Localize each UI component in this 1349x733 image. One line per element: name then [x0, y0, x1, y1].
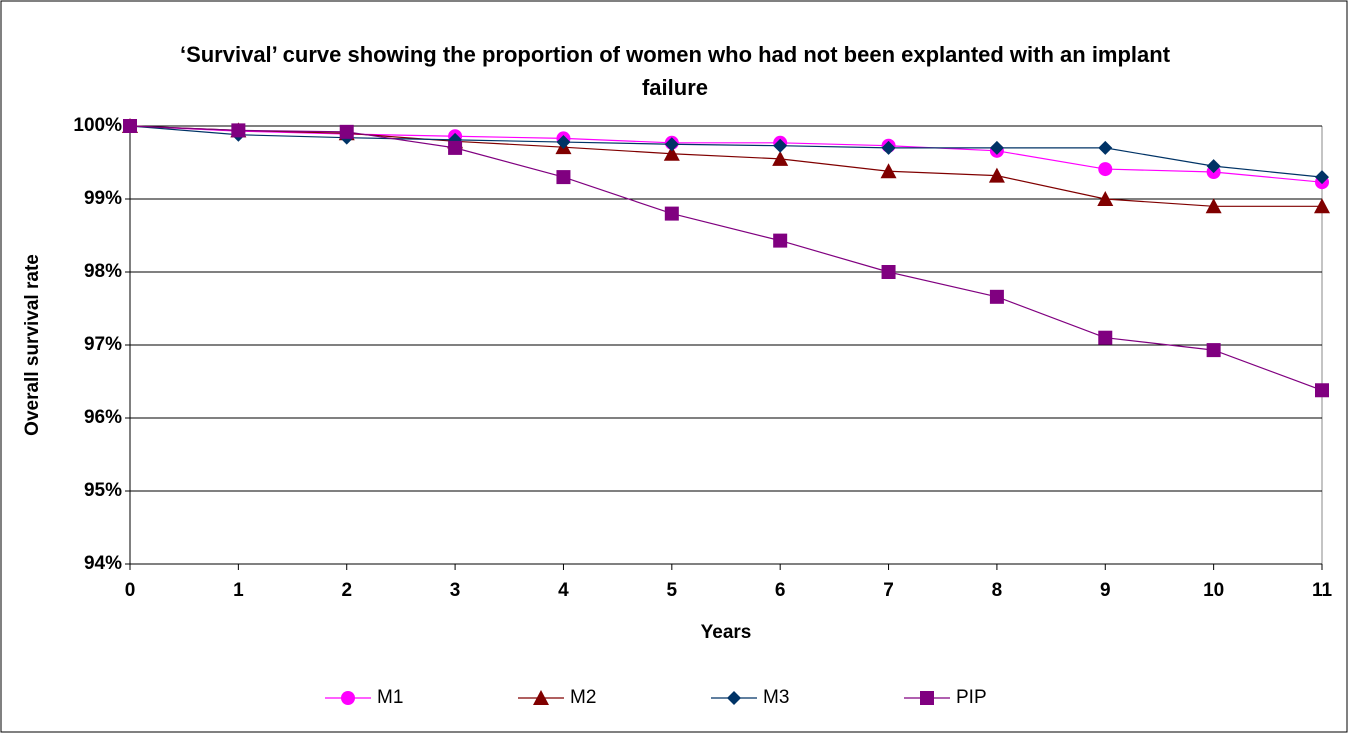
- legend-marker: [727, 691, 741, 705]
- legend-label: M3: [763, 687, 789, 708]
- series-line: [129, 125, 1323, 391]
- y-tick-label: 100%: [73, 115, 122, 136]
- x-axis-label: Years: [701, 622, 752, 643]
- y-tick-label: 98%: [84, 261, 122, 282]
- legend-marker: [533, 690, 549, 705]
- x-tick-label: 7: [883, 580, 894, 601]
- marker: [556, 135, 571, 150]
- marker: [1315, 383, 1329, 398]
- legend-marker: [341, 691, 355, 705]
- x-tick-label: 4: [558, 580, 569, 601]
- marker: [123, 119, 137, 133]
- marker: [664, 206, 679, 221]
- legend-label: PIP: [956, 687, 987, 708]
- x-tick-label: 3: [450, 580, 461, 601]
- series-line: [129, 125, 1322, 207]
- marker: [773, 233, 788, 248]
- legend-marker: [920, 691, 934, 705]
- y-tick-label: 97%: [84, 334, 122, 355]
- x-tick-label: 1: [233, 580, 244, 601]
- x-tick-label: 5: [667, 580, 678, 601]
- legend-label: M1: [377, 687, 403, 708]
- y-tick-label: 95%: [84, 480, 122, 501]
- legend-label: M2: [570, 687, 596, 708]
- marker: [1205, 198, 1222, 214]
- marker: [1206, 343, 1221, 358]
- x-tick-label: 11: [1312, 580, 1333, 601]
- marker: [448, 140, 463, 155]
- series-line: [129, 125, 1323, 183]
- series-line: [129, 125, 1323, 178]
- marker: [881, 140, 896, 155]
- marker: [881, 265, 896, 279]
- marker: [880, 163, 897, 179]
- y-tick-label: 99%: [84, 188, 122, 209]
- y-axis-label: Overall survival rate: [22, 254, 43, 436]
- marker: [663, 145, 680, 161]
- marker: [1314, 198, 1330, 214]
- marker: [1098, 162, 1113, 177]
- y-tick-label: 96%: [84, 407, 122, 428]
- x-tick-label: 0: [125, 580, 136, 601]
- y-tick-label: 94%: [84, 553, 122, 574]
- marker: [989, 289, 1004, 304]
- marker: [556, 170, 571, 185]
- marker: [231, 123, 246, 138]
- marker: [664, 137, 679, 152]
- x-tick-label: 2: [341, 580, 352, 601]
- marker: [1098, 330, 1113, 345]
- marker: [988, 167, 1005, 183]
- marker: [1098, 140, 1113, 155]
- marker: [1097, 191, 1114, 206]
- x-tick-label: 10: [1203, 580, 1224, 601]
- marker: [772, 150, 789, 166]
- marker: [1206, 159, 1221, 174]
- chart-title: ‘Survival’ curve showing the proportion …: [179, 42, 1171, 100]
- x-tick-label: 9: [1100, 580, 1111, 601]
- marker: [989, 140, 1004, 155]
- marker: [1315, 170, 1329, 185]
- marker: [773, 138, 788, 153]
- x-tick-label: 8: [992, 580, 1003, 601]
- marker: [339, 124, 354, 139]
- x-tick-label: 6: [775, 580, 786, 601]
